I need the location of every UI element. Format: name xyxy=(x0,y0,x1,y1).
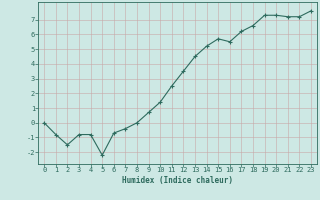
X-axis label: Humidex (Indice chaleur): Humidex (Indice chaleur) xyxy=(122,176,233,185)
